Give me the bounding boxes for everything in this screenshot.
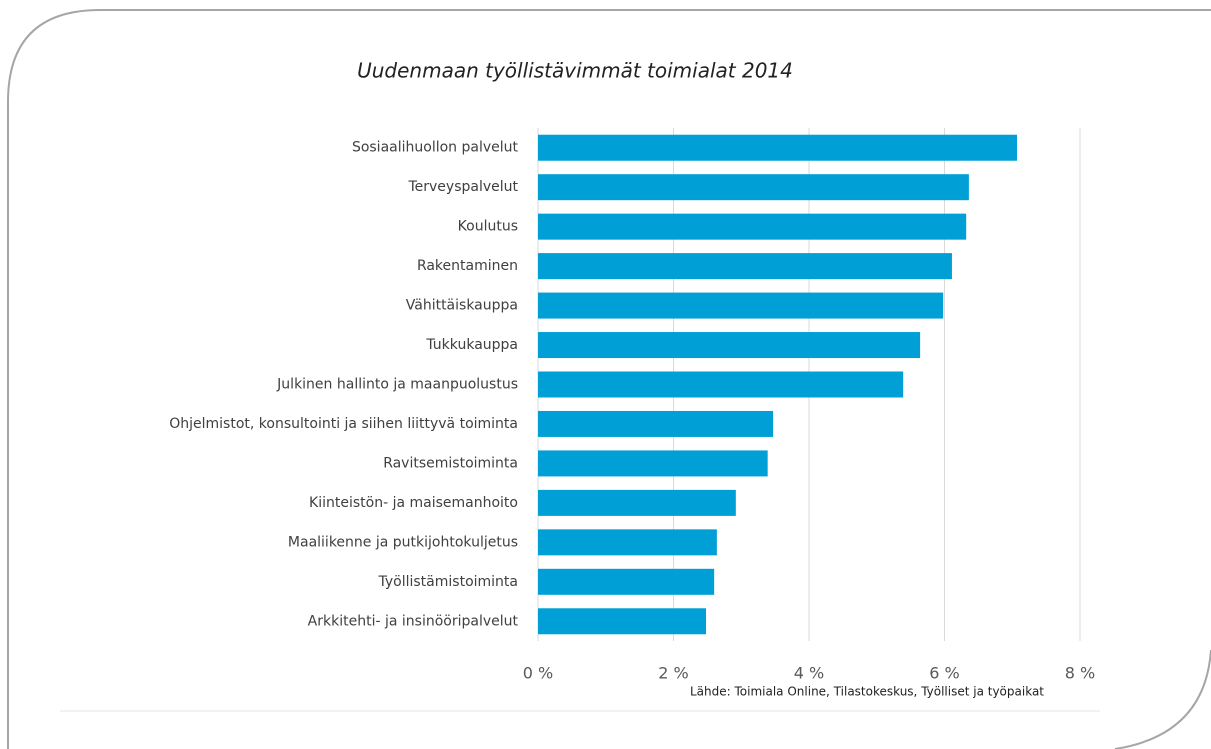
frame	[7, 9, 1211, 749]
bar	[538, 371, 904, 398]
bar	[538, 410, 774, 437]
chart-title: Uudenmaan työllistävimmät toimialat 2014	[357, 59, 793, 83]
y-tick-label: Julkinen hallinto ja maanpuolustus	[276, 377, 518, 393]
y-tick-label: Kiinteistön- ja maisemanhoito	[309, 495, 518, 511]
bar	[538, 608, 707, 635]
y-tick-label: Ravitsemistoiminta	[383, 455, 518, 471]
bar	[538, 174, 969, 201]
y-tick-label: Terveyspalvelut	[407, 179, 518, 195]
bar	[538, 568, 715, 595]
y-tick-label: Rakentaminen	[417, 258, 518, 274]
bar	[538, 134, 1017, 161]
bar	[538, 332, 921, 359]
x-tick-label: 2 %	[658, 664, 688, 683]
bar	[538, 292, 944, 319]
y-tick-label: Maaliikenne ja putkijohtokuljetus	[288, 534, 518, 550]
y-tick-label: Ohjelmistot, konsultointi ja siihen liit…	[169, 416, 518, 432]
bar	[538, 489, 736, 516]
y-tick-label: Tukkukauppa	[425, 337, 518, 353]
bar	[538, 253, 952, 280]
y-tick-label: Koulutus	[458, 219, 518, 235]
x-tick-label: 6 %	[929, 664, 959, 683]
y-tick-label: Arkkitehti- ja insinööripalvelut	[308, 613, 519, 629]
bar	[538, 450, 768, 477]
y-tick-label: Sosiaalihuollon palvelut	[352, 140, 519, 156]
x-tick-label: 8 %	[1065, 664, 1095, 683]
y-tick-label: Työllistämistoiminta	[378, 574, 519, 590]
source: Lähde: Toimiala Online, Tilastokeskus, T…	[690, 685, 1044, 699]
bar	[538, 529, 717, 556]
bar	[538, 213, 967, 240]
x-tick-label: 4 %	[794, 664, 824, 683]
x-tick-label: 0 %	[523, 664, 553, 683]
y-tick-label: Vähittäiskauppa	[406, 298, 518, 314]
